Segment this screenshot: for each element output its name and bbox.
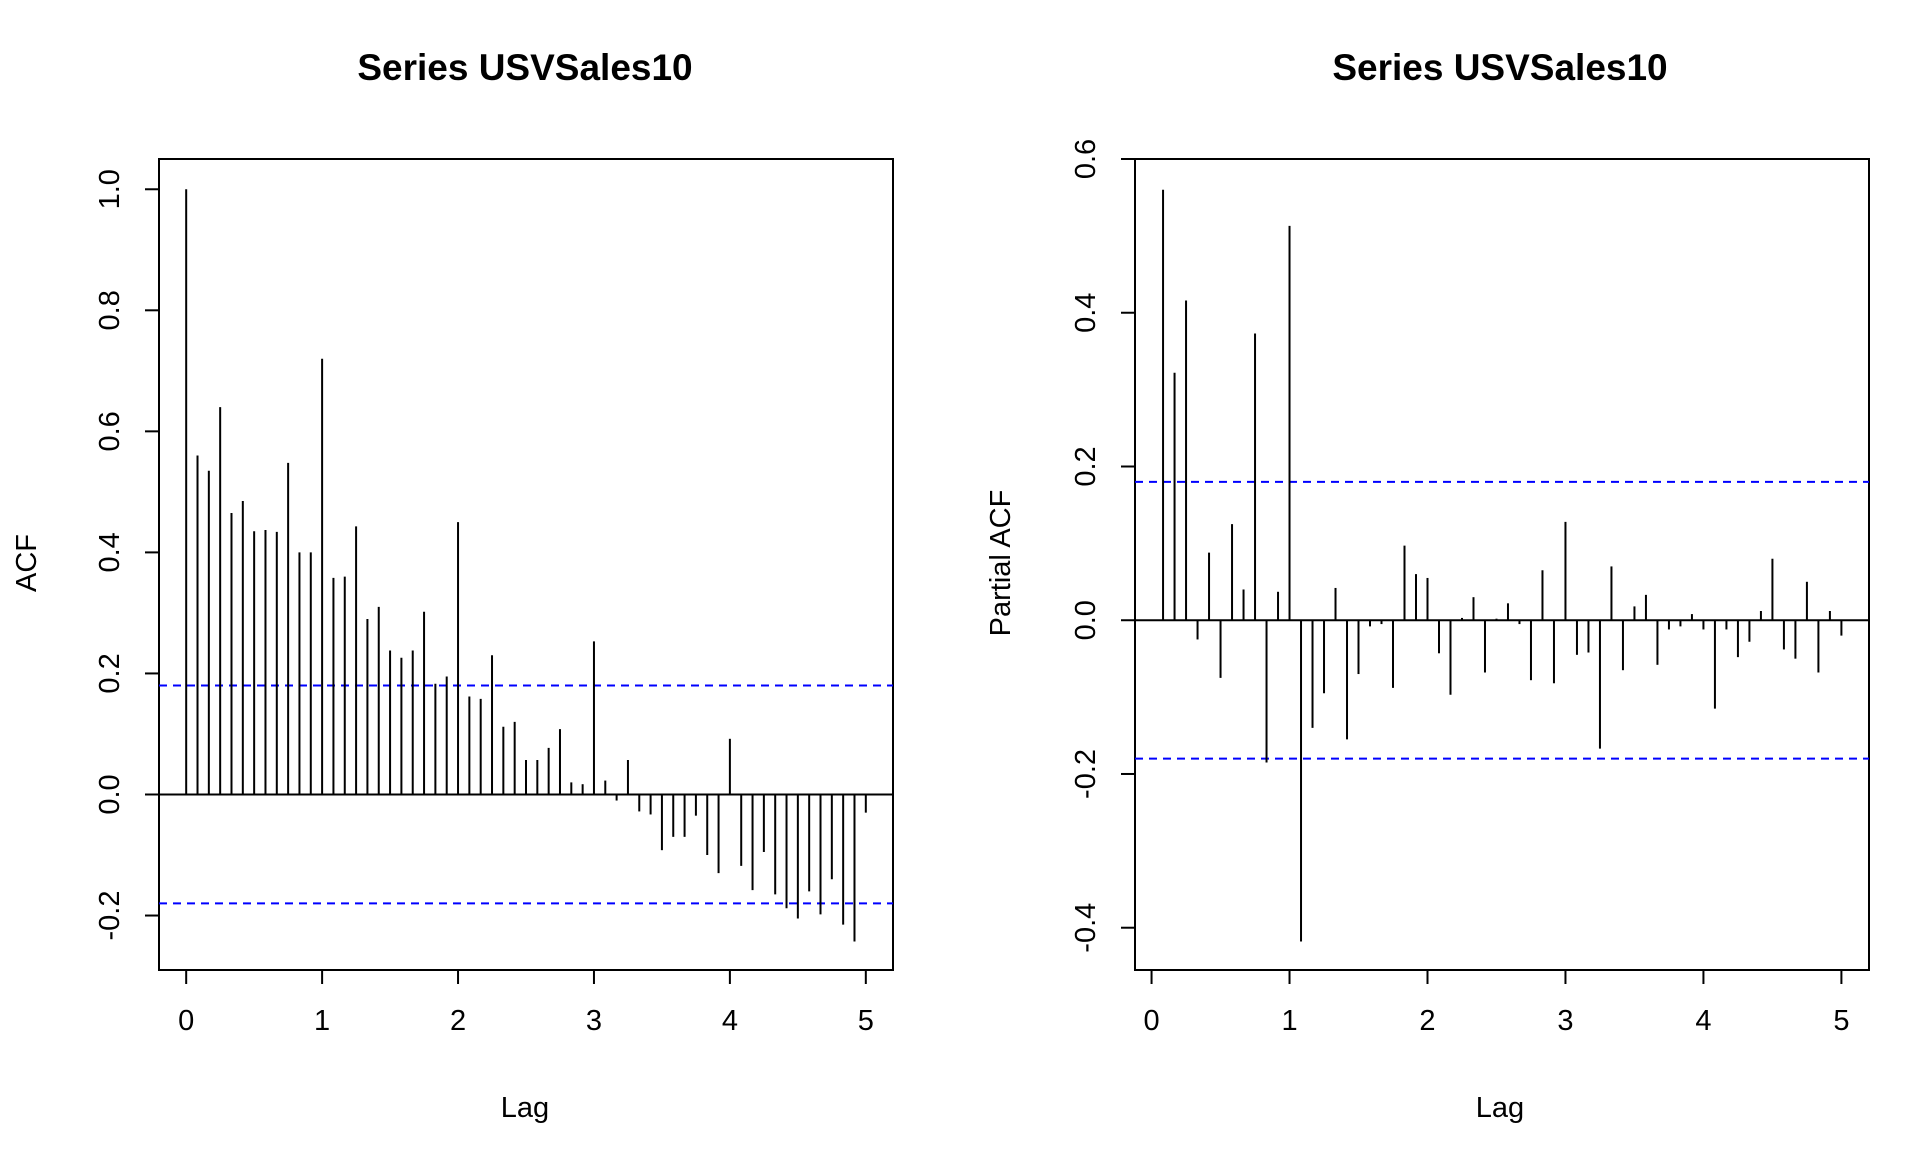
pacf-x-tick-label: 1 <box>1281 1005 1297 1037</box>
acf-x-tick-label: 0 <box>178 1005 194 1037</box>
pacf-y-axis-label: Partial ACF <box>985 490 1017 637</box>
acf-y-tick-label: 0.6 <box>94 411 126 451</box>
acf-x-tick-label: 3 <box>586 1005 602 1037</box>
acf-y-tick-label: 0.2 <box>94 653 126 693</box>
pacf-x-tick-label: 3 <box>1557 1005 1573 1037</box>
pacf-y-tick-label: -0.2 <box>1070 749 1102 799</box>
pacf-x-tick-label: 4 <box>1695 1005 1711 1037</box>
pacf-y-tick-label: 0.2 <box>1070 446 1102 486</box>
acf-x-tick-label: 4 <box>722 1005 738 1037</box>
acf-y-tick-label: 0.4 <box>94 532 126 572</box>
acf-x-tick-label: 1 <box>314 1005 330 1037</box>
pacf-x-tick-label: 2 <box>1419 1005 1435 1037</box>
pacf-y-tick-label: 0.4 <box>1070 293 1102 333</box>
acf-x-axis-label: Lag <box>501 1092 549 1124</box>
acf-y-tick-label: 1.0 <box>94 169 126 209</box>
acf-x-tick-label: 5 <box>858 1005 874 1037</box>
pacf-y-tick-label: 0.0 <box>1070 600 1102 640</box>
acf-y-tick-label: 0.8 <box>94 290 126 330</box>
pacf-marks: 0 1 2 3 4 5 -0.4 -0.2 0.0 0.2 0.4 0.6 <box>1070 139 1870 1037</box>
acf-y-axis-label: ACF <box>11 534 43 592</box>
pacf-title: Series USVSales10 <box>1332 47 1667 88</box>
acf-title: Series USVSales10 <box>357 47 692 88</box>
acf-plot-frame <box>158 158 894 971</box>
pacf-y-tick-label: -0.4 <box>1070 903 1102 953</box>
acf-y-tick-label: -0.2 <box>94 891 126 941</box>
pacf-plot-frame <box>1134 158 1870 971</box>
pacf-panel: Series USVSales10 Lag Partial ACF 0 1 2 3 4 5… <box>985 47 1870 1124</box>
pacf-x-tick-label: 5 <box>1833 1005 1849 1037</box>
acf-y-tick-label: 0.0 <box>94 774 126 814</box>
pacf-x-axis-label: Lag <box>1476 1092 1524 1124</box>
pacf-x-tick-label: 0 <box>1143 1005 1159 1037</box>
pacf-y-tick-label: 0.6 <box>1070 139 1102 179</box>
acf-panel: Series USVSales10 Lag ACF 0 1 2 3 4 5-0.20.00… <box>11 47 894 1124</box>
acf-x-tick-label: 2 <box>450 1005 466 1037</box>
acf-marks: 0 1 2 3 4 5 -0.2 0.0 0.2 0.4 0.6 0.8 1.0 <box>94 158 894 1037</box>
